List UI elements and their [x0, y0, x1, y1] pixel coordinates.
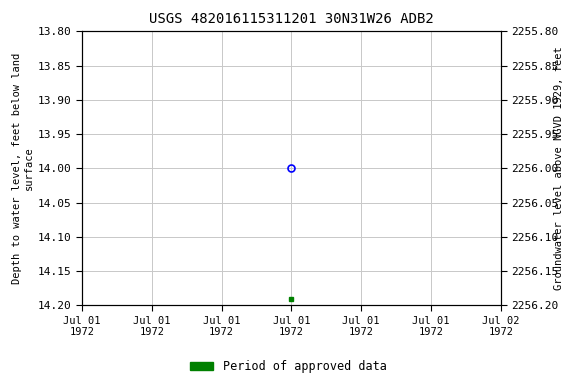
Y-axis label: Depth to water level, feet below land
surface: Depth to water level, feet below land su… — [12, 53, 33, 284]
Legend: Period of approved data: Period of approved data — [185, 356, 391, 378]
Title: USGS 482016115311201 30N31W26 ADB2: USGS 482016115311201 30N31W26 ADB2 — [149, 12, 434, 26]
Y-axis label: Groundwater level above NGVD 1929, feet: Groundwater level above NGVD 1929, feet — [554, 46, 564, 290]
